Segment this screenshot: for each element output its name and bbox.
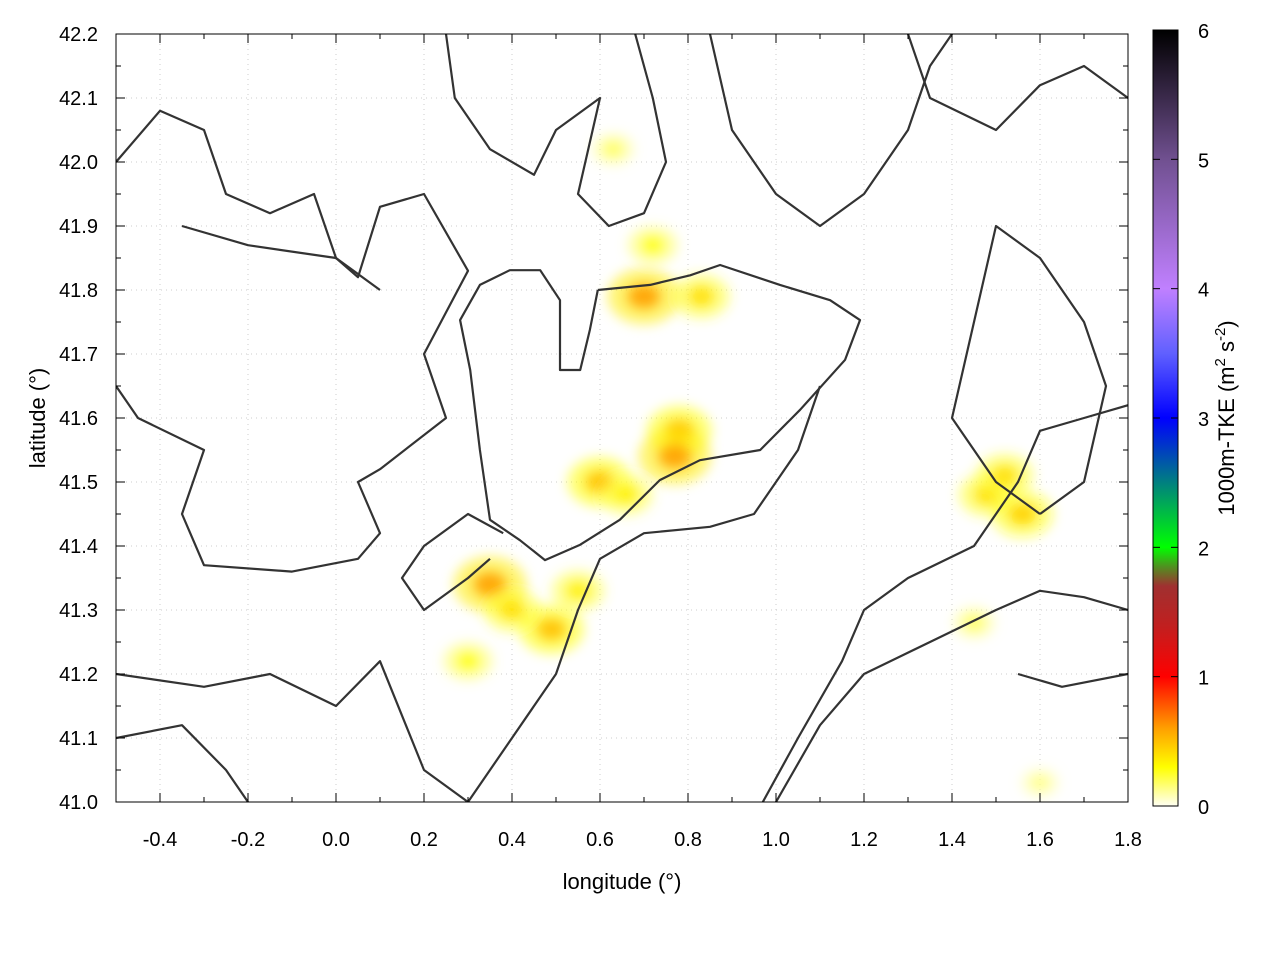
y-tick-label: 42.2 (59, 24, 98, 46)
contour-line (444, 34, 668, 228)
x-tick-label: 1.2 (850, 829, 878, 851)
contour-line (761, 404, 1128, 802)
x-tick-label: 0.6 (586, 829, 614, 851)
y-tick-label: 41.8 (59, 280, 98, 302)
y-tick-label: 41.7 (59, 344, 98, 366)
y-tick-label: 41.0 (59, 792, 98, 814)
contour-line (708, 34, 953, 228)
colorbar-tick-label: 4 (1198, 280, 1209, 302)
x-tick-label: 1.6 (1026, 829, 1054, 851)
contour-line (116, 660, 469, 802)
contour-line (116, 192, 470, 573)
x-tick-label: 0.4 (498, 829, 526, 851)
x-tick-label: 1.8 (1114, 829, 1142, 851)
contour-line (116, 109, 381, 291)
tke-field (443, 133, 1059, 798)
axes: -0.4 -0.2 0.0 0.2 0.4 0.6 0.8 1.0 1.2 1.4 1.6 1.8 41… (59, 24, 1142, 851)
contour-line (400, 512, 504, 612)
tke-spot (1031, 776, 1049, 790)
x-tick-label: 0.8 (674, 829, 702, 851)
x-tick-label: -0.2 (231, 829, 265, 851)
colorbar-tick-label: 5 (1198, 150, 1209, 172)
tke-spot (688, 286, 715, 307)
contour-line (459, 263, 862, 562)
y-axis-label: latitude (°) (25, 368, 50, 469)
y-tick-label: 42.1 (59, 88, 98, 110)
colorbar-tick-label: 1 (1198, 668, 1209, 690)
y-tick-label: 41.4 (59, 536, 98, 558)
contour-line (906, 34, 1128, 132)
y-tick-label: 42.0 (59, 152, 98, 174)
y-tick-label: 41.9 (59, 216, 98, 238)
colorbar-tick-label: 6 (1198, 21, 1209, 43)
tke-spot (603, 142, 623, 157)
x-tick-label: -0.4 (143, 829, 177, 851)
tke-spot (641, 236, 665, 254)
tke-spot (498, 600, 526, 620)
colorbar-label: 1000m-TKE (m2 s-2) (1212, 320, 1239, 515)
contour-line (950, 224, 1108, 515)
y-tick-label: 41.1 (59, 728, 98, 750)
contour-line (467, 385, 822, 802)
y-tick-label: 41.2 (59, 664, 98, 686)
contour-line (1017, 672, 1128, 688)
tke-spot (536, 617, 567, 641)
tke-spot (627, 283, 661, 309)
tke-spot (614, 485, 639, 505)
y-tick-label: 41.5 (59, 472, 98, 494)
x-axis-label: longitude (°) (563, 869, 682, 894)
contour-lines (116, 34, 1128, 802)
x-tick-label: 1.0 (762, 829, 790, 851)
colorbar-tick-label: 2 (1198, 538, 1209, 560)
tke-spot (1008, 503, 1037, 525)
colorbar-ticks: 0 1 2 3 4 5 6 (1153, 21, 1209, 819)
y-tick-label: 41.6 (59, 408, 98, 430)
x-tick-label: 1.4 (938, 829, 966, 851)
contour-line (116, 724, 249, 802)
colorbar-tick-label: 0 (1198, 797, 1209, 819)
tke-spot (658, 443, 692, 469)
x-tick-label: 0.0 (322, 829, 350, 851)
contour-line (775, 589, 1128, 802)
colorbar-tick-label: 3 (1198, 409, 1209, 431)
tke-spot (991, 465, 1018, 486)
x-tick-label: 0.2 (410, 829, 438, 851)
y-tick-label: 41.3 (59, 600, 98, 622)
tke-spot (456, 652, 480, 670)
